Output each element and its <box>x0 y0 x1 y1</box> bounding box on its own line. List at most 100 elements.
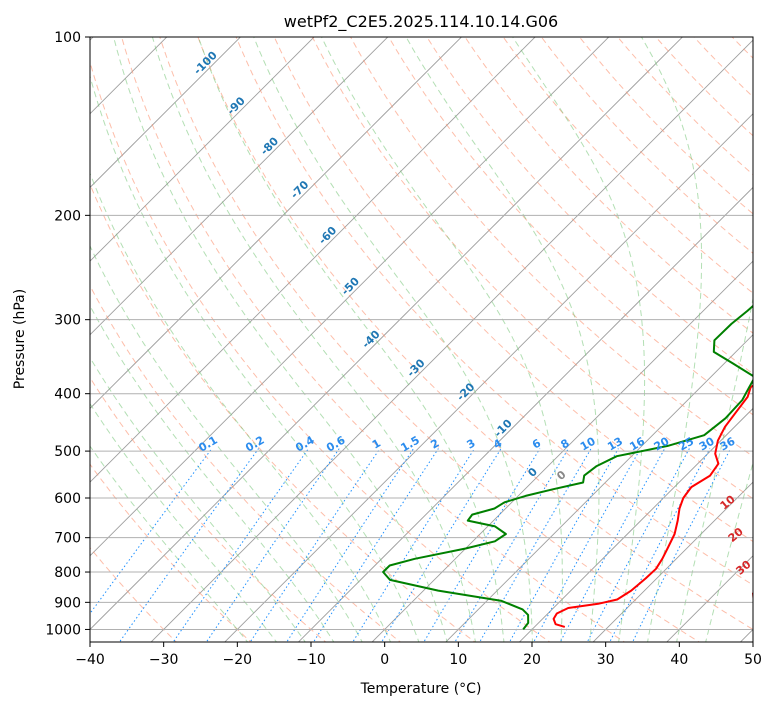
dry-adiabat-line <box>464 37 753 334</box>
mixing-ratio-label: 6 <box>530 436 543 451</box>
x-tick-label: −10 <box>296 652 326 668</box>
background-lines <box>90 24 775 645</box>
moist-adiabat-line <box>90 172 392 642</box>
dry-adiabat-line <box>655 37 753 137</box>
x-tick-label: −20 <box>223 652 253 668</box>
isotherm-line <box>224 113 753 642</box>
moist-adiabat-line <box>512 37 646 642</box>
isotherm-label: -80 <box>258 134 281 157</box>
isotherm-line <box>518 407 753 642</box>
mixing-ratio-line <box>205 448 340 642</box>
dry-adiabat-line <box>693 37 753 98</box>
isotherm-line <box>90 37 463 410</box>
moist-adiabat-line <box>90 445 249 642</box>
isotherm-label: -100 <box>191 48 220 77</box>
mixing-ratio-label: 2 <box>428 437 441 452</box>
y-tick-label: 100 <box>54 30 81 46</box>
chart-title: wetPf2_C2E5.2025.114.10.14.G06 <box>284 12 558 32</box>
x-tick-label: −30 <box>149 652 179 668</box>
y-axis-title: Pressure (hPa) <box>12 289 28 389</box>
dry-adiabat-label: 10 <box>718 492 738 512</box>
isotherm-line <box>90 37 684 631</box>
y-tick-label: 200 <box>54 208 81 224</box>
moist-adiabat-line <box>405 37 600 642</box>
x-tick-label: 0 <box>380 652 389 668</box>
y-tick-label: 900 <box>54 595 81 611</box>
moist-adiabat-line <box>90 356 306 642</box>
y-tick-label: 600 <box>54 491 81 507</box>
dry-adiabat-line <box>350 37 753 458</box>
isotherm-label: -30 <box>404 356 427 379</box>
isotherm-label: -70 <box>288 178 311 201</box>
x-tick-label: 10 <box>449 652 467 668</box>
isotherm-label: -60 <box>316 224 339 247</box>
mixing-ratio-line <box>509 448 619 642</box>
isotherm-line <box>592 481 753 642</box>
dry-adiabat-line <box>90 183 476 642</box>
x-tick-label: 30 <box>597 652 615 668</box>
dry-adiabat-label: 20 <box>726 525 746 545</box>
isotherm-line <box>371 260 753 642</box>
dry-adiabat-line <box>540 37 753 254</box>
mixing-ratio-line <box>118 448 260 642</box>
mixing-ratio-line <box>632 448 732 642</box>
mixing-ratio-line <box>172 448 310 642</box>
dry-adiabat-line <box>273 37 753 543</box>
isotherm-label: -20 <box>454 380 477 403</box>
mixing-ratio-line <box>286 448 415 642</box>
mixing-ratio-line <box>423 448 541 642</box>
dry-adiabat-line <box>388 37 753 416</box>
mixing-ratio-line <box>90 448 213 615</box>
moist-adiabat-line <box>197 37 505 642</box>
mixing-ratio-line <box>352 448 475 642</box>
mixing-ratio-line <box>312 448 439 642</box>
isotherm-line <box>90 37 389 336</box>
dry-adiabat-label: 40 <box>748 584 768 604</box>
moist-adiabat-line <box>90 244 363 642</box>
mixing-ratio-line <box>533 448 641 642</box>
y-tick-label: 300 <box>54 313 81 329</box>
dry-adiabat-line <box>90 284 402 642</box>
isotherm-line <box>90 37 536 483</box>
dry-adiabat-line <box>502 37 753 294</box>
y-tick-label: 800 <box>54 565 81 581</box>
isotherm-line <box>150 39 753 642</box>
temperature-profile-line <box>552 384 753 628</box>
dry-adiabat-line <box>757 24 775 645</box>
isotherm-line <box>90 37 242 189</box>
dry-adiabat-line <box>578 37 753 215</box>
isotherm-label: -50 <box>339 274 362 297</box>
isotherm-label: -40 <box>359 328 382 351</box>
x-tick-label: 40 <box>670 652 688 668</box>
dry-adiabat-line <box>197 37 753 630</box>
x-tick-label: 20 <box>523 652 541 668</box>
mixing-ratio-line <box>559 448 666 642</box>
mixing-ratio-line <box>586 448 690 642</box>
x-axis-title: Temperature (°C) <box>360 681 482 697</box>
moist-adiabat-line <box>640 37 703 642</box>
isotherm-line <box>297 186 753 642</box>
mixing-ratio-label: 3 <box>465 437 478 452</box>
moist-adiabat-line <box>253 37 533 642</box>
y-tick-label: 700 <box>54 531 81 547</box>
pressure-gridlines <box>90 37 753 630</box>
moist-adiabat-line <box>676 296 753 642</box>
isotherm-label: 0 <box>525 465 540 480</box>
y-axis: 1000 900 800 700 600 500 400 300 200 100 <box>45 30 90 638</box>
y-tick-label: 1000 <box>45 622 81 638</box>
x-tick-label: −40 <box>75 652 105 668</box>
dewpoint-profile-line <box>382 304 753 631</box>
dry-adiabat-line <box>90 463 252 642</box>
moist-adiabat-line <box>90 402 278 642</box>
mixing-ratio-line <box>381 448 502 642</box>
plot-frame <box>89 36 754 643</box>
dry-adiabat-line <box>731 37 753 59</box>
x-axis: −40 −30 −20 −10 0 10 20 30 40 50 <box>75 642 762 668</box>
y-tick-label: 400 <box>54 387 81 403</box>
x-tick-label: 50 <box>744 652 762 668</box>
mixing-ratio-label: 4 <box>491 436 504 451</box>
moist-adiabat-line <box>705 461 753 642</box>
mixing-ratio-line <box>249 448 381 642</box>
isotherm-line <box>90 37 315 262</box>
